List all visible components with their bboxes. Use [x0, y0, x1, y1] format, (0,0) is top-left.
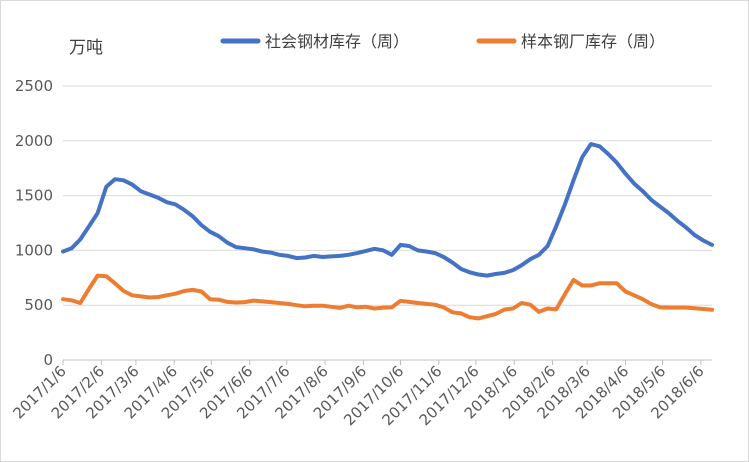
y-tick-label: 1000 — [15, 241, 53, 259]
y-axis-unit-label: 万吨 — [69, 38, 103, 58]
y-tick-labels: 0 500 1000 1500 2000 2500 — [15, 77, 53, 369]
series-line-0 — [61, 142, 714, 278]
gridlines — [63, 85, 712, 306]
series-line-1 — [61, 273, 714, 321]
legend-item-social-steel-inventory: 社会钢材库存（周） — [220, 32, 409, 51]
x-tick-labels: 2017/1/62017/2/62017/3/62017/4/62017/5/6… — [9, 362, 707, 429]
legend: 社会钢材库存（周） 样本钢厂库存（周） — [220, 32, 665, 51]
legend-item-steel-mill-inventory: 样本钢厂库存（周） — [476, 32, 665, 51]
axes — [62, 359, 712, 365]
y-tick-label: 2000 — [15, 132, 53, 150]
series-lines — [61, 142, 714, 321]
y-tick-label: 2500 — [15, 77, 53, 95]
y-tick-label: 1500 — [15, 187, 53, 205]
legend-label-social-steel-inventory: 社会钢材库存（周） — [265, 32, 409, 51]
legend-label-steel-mill-inventory: 样本钢厂库存（周） — [521, 32, 665, 51]
y-tick-label: 0 — [43, 351, 53, 369]
y-tick-label: 500 — [24, 296, 53, 314]
